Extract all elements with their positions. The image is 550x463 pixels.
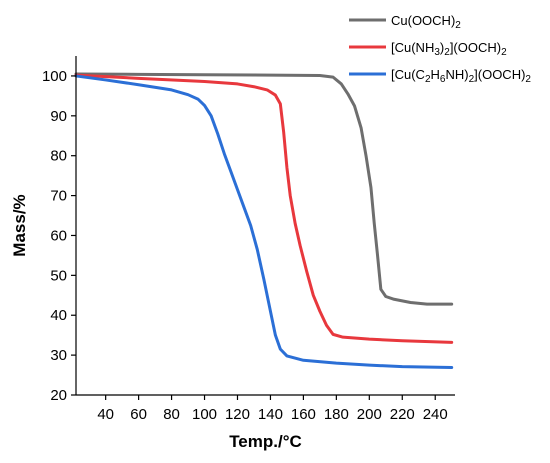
x-tick-label: 60	[130, 406, 147, 423]
legend-subscript: 2	[469, 74, 475, 85]
legend-text-part: Cu(OOCH)	[391, 13, 455, 28]
x-tick-label: 160	[291, 406, 316, 423]
y-axis-label: Mass/%	[10, 194, 29, 256]
legend-subscript: 2	[501, 47, 507, 58]
legend-text-part: [Cu(NH	[391, 40, 434, 55]
y-tick-label: 70	[50, 188, 67, 205]
y-tick-label: 40	[50, 307, 67, 324]
legend-label-cu-ammine-formate: [Cu(NH3)2](OOCH)2	[391, 40, 507, 58]
y-tick-label: 100	[42, 68, 67, 85]
legend-label-cu-ethylamine-formate: [Cu(C2H6NH)2](OOCH)2	[391, 67, 531, 85]
y-ticks: 20 30 40 50 60 70 80 90 100	[42, 68, 76, 404]
legend-text-part: H	[431, 67, 440, 82]
series-layer	[74, 72, 454, 369]
legend-subscript: 3	[434, 47, 440, 58]
series-line-cu-formate	[74, 72, 454, 306]
legend-text-part: [Cu(C	[391, 67, 425, 82]
x-tick-label: 40	[97, 406, 114, 423]
x-tick-label: 100	[192, 406, 217, 423]
y-tick-label: 20	[50, 387, 67, 404]
y-tick-label: 80	[50, 148, 67, 165]
legend-subscript: 2	[444, 47, 450, 58]
legend-text-part: )	[440, 40, 444, 55]
legend-text-part: NH)	[445, 67, 468, 82]
legend-subscript: 2	[425, 74, 431, 85]
x-axis-label: Temp./°C	[229, 432, 302, 451]
y-tick-label: 50	[50, 267, 67, 284]
x-tick-label: 220	[390, 406, 415, 423]
x-tick-label: 80	[163, 406, 180, 423]
legend-subscript: 2	[455, 20, 461, 31]
y-tick-label: 90	[50, 108, 67, 125]
legend: Cu(OOCH)2[Cu(NH3)2](OOCH)2[Cu(C2H6NH)2](…	[349, 13, 531, 85]
y-tick-label: 60	[50, 227, 67, 244]
legend-subscript: 6	[440, 74, 446, 85]
x-tick-label: 240	[423, 406, 448, 423]
x-ticks: 40 60 80 100 120 140 160 180 200 220 240	[97, 395, 448, 423]
series-line-cu-ammine-formate	[74, 73, 454, 344]
legend-text-part: ](OOCH)	[474, 67, 525, 82]
axes	[75, 56, 455, 396]
x-tick-label: 120	[225, 406, 250, 423]
x-tick-label: 180	[324, 406, 349, 423]
series-line-cu-ethylamine-formate	[74, 74, 454, 369]
legend-subscript: 2	[525, 74, 531, 85]
legend-text-part: ](OOCH)	[450, 40, 501, 55]
y-tick-label: 30	[50, 347, 67, 364]
legend-label-cu-formate: Cu(OOCH)2	[391, 13, 461, 31]
x-tick-label: 140	[258, 406, 283, 423]
x-tick-label: 200	[357, 406, 382, 423]
